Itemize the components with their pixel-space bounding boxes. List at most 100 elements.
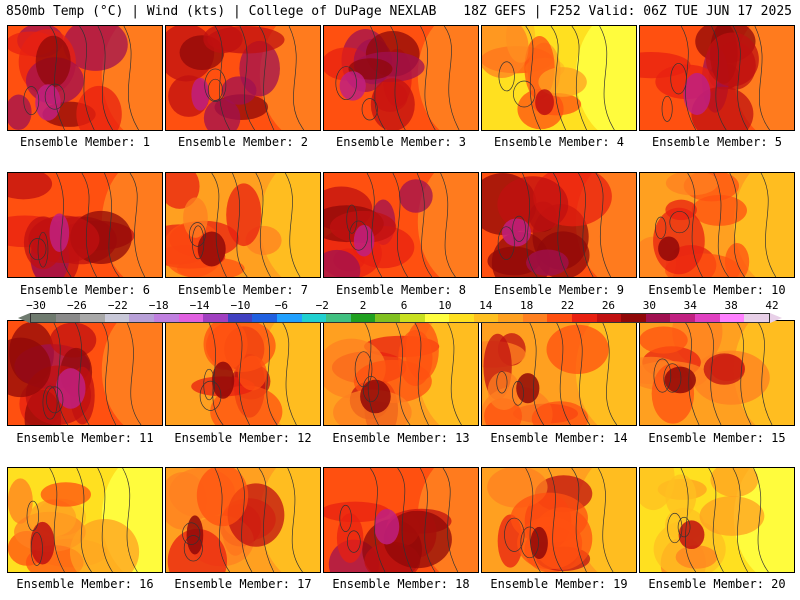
colorbar-cell xyxy=(424,314,450,322)
isoline xyxy=(369,468,386,572)
temperature-contour-fill xyxy=(482,26,529,79)
colorbar-tick-label: −26 xyxy=(66,299,87,312)
colorbar-cell xyxy=(80,314,105,322)
isoline xyxy=(397,468,413,572)
isoline xyxy=(440,173,456,277)
hot-core xyxy=(516,373,540,404)
isoline xyxy=(525,468,541,572)
isoline xyxy=(79,26,95,130)
isoline-loop xyxy=(335,66,357,101)
colorbar-cell xyxy=(252,314,277,322)
isoline xyxy=(708,468,724,572)
temperature-contour-fill xyxy=(665,173,719,196)
temperature-field xyxy=(324,26,478,130)
temperature-contour-fill xyxy=(487,371,521,410)
colorbar-cell xyxy=(399,314,425,322)
colorbar-cell xyxy=(572,314,597,322)
temperature-field xyxy=(640,173,794,277)
colorbar-tick-label: −10 xyxy=(230,299,251,312)
isoline xyxy=(287,468,303,572)
temperature-contour-fill xyxy=(336,513,364,563)
isoline-loop xyxy=(28,238,47,261)
isoline-loop xyxy=(204,68,227,102)
isoline xyxy=(262,321,278,425)
colorbar-cell xyxy=(596,314,622,322)
ensemble-map-panel xyxy=(323,172,479,278)
isoline xyxy=(123,26,139,130)
colorbar-cell xyxy=(473,314,499,322)
isoline xyxy=(74,321,90,425)
temperature-contour-fill xyxy=(203,98,241,130)
colorbar-tick-label: 2 xyxy=(359,299,367,312)
isoline xyxy=(757,321,773,425)
isoline-loop xyxy=(42,385,58,420)
temperature-contour-fill xyxy=(665,474,697,518)
ensemble-map-panel xyxy=(639,25,795,131)
temperature-contour-fill xyxy=(675,545,718,569)
hot-core xyxy=(197,231,226,267)
isoline-loop xyxy=(37,231,49,268)
isoline-loop xyxy=(661,95,673,122)
temperature-contour-fill xyxy=(324,249,361,277)
isoline xyxy=(100,321,117,425)
isoline xyxy=(706,321,722,425)
colorbar-tick-label: 30 xyxy=(642,299,656,312)
colorbar-cell xyxy=(695,314,720,322)
colorbar-strip xyxy=(30,313,770,323)
isoline-loop xyxy=(513,80,536,108)
color-legend: −30 −26 −22 −18 −14 −10 −6 −2 2 6 10 14 18 22 26 30 34 38… xyxy=(10,299,790,326)
colorbar-min-arrow xyxy=(18,313,30,323)
isoline xyxy=(525,26,541,130)
ensemble-member-label: Ensemble Member: 8 xyxy=(335,283,467,297)
isoline-loop xyxy=(669,211,690,234)
colorbar-cell xyxy=(31,314,56,322)
isoline xyxy=(522,173,538,277)
colorbar-cell xyxy=(178,314,204,322)
ensemble-map-panel xyxy=(481,320,637,426)
ensemble-map-panel xyxy=(481,467,637,573)
isoline xyxy=(444,26,460,130)
colorbar-tick-label: −14 xyxy=(189,299,210,312)
temperature-field xyxy=(8,173,162,277)
isoline-loop xyxy=(504,517,525,552)
isoline xyxy=(239,26,256,130)
temperature-contour-fill xyxy=(8,94,32,130)
isoline xyxy=(753,468,769,572)
hot-core xyxy=(658,236,680,261)
temperature-field xyxy=(640,26,794,130)
isoline-loop xyxy=(497,226,515,260)
colorbar-cell xyxy=(449,314,474,322)
isoline-loop xyxy=(26,500,40,531)
temperature-field xyxy=(166,26,320,130)
ensemble-member-label: Ensemble Member: 5 xyxy=(651,135,783,149)
temperature-field xyxy=(482,26,636,130)
ensemble-member-label: Ensemble Member: 7 xyxy=(177,283,309,297)
ensemble-member-label: Ensemble Member: 9 xyxy=(493,283,625,297)
temperature-contour-fill xyxy=(8,173,53,200)
temperature-field xyxy=(482,468,636,572)
temperature-field xyxy=(166,173,320,277)
isoline-loop xyxy=(346,204,358,234)
hot-core xyxy=(360,379,391,414)
colorbar-cell xyxy=(645,314,671,322)
isoline xyxy=(711,26,727,130)
isoline xyxy=(255,173,271,277)
isoline xyxy=(571,468,587,572)
cooler-region xyxy=(417,26,478,130)
isoline-loop xyxy=(349,220,369,251)
ensemble-member-label: Ensemble Member: 19 xyxy=(490,577,628,591)
temperature-contour-fill xyxy=(203,26,243,54)
isoline-loop xyxy=(183,535,203,562)
ensemble-member-label: Ensemble Member: 10 xyxy=(648,283,786,297)
temperature-contour-fill xyxy=(526,249,569,276)
temperature-field xyxy=(8,468,162,572)
colorbar-cell xyxy=(129,314,154,322)
temperature-contour-fill xyxy=(405,321,439,380)
isoline xyxy=(713,173,729,277)
isoline-loop xyxy=(655,216,667,240)
isoline-loop xyxy=(30,532,43,566)
isoline xyxy=(390,26,406,130)
isoline xyxy=(680,26,697,130)
colorbar-tick-label: −18 xyxy=(148,299,169,312)
